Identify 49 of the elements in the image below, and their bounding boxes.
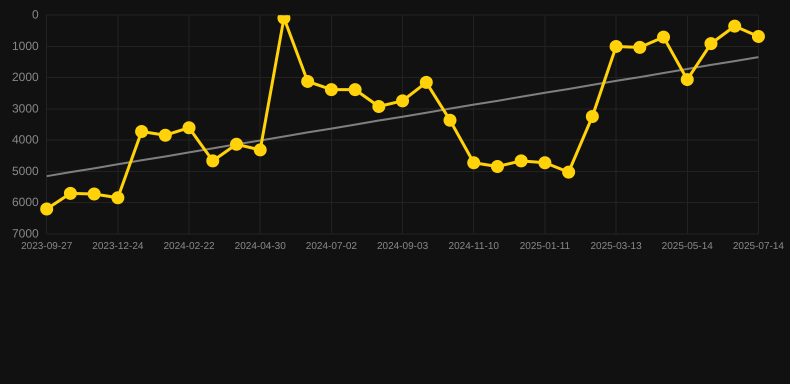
point [206,154,220,168]
point [158,128,172,142]
y-tick-label: 4000 [12,132,40,147]
point [657,30,670,44]
point [301,74,314,88]
point [728,20,742,33]
y-tick-label: 5000 [12,164,40,178]
x-tick-label: 2023-09-27 [21,240,73,252]
point [490,160,504,173]
x-tick-label: 2025-03-13 [590,240,642,252]
point [467,156,480,170]
point [538,156,552,170]
point [752,30,765,43]
x-tick-label: 2025-01-11 [520,240,571,252]
x-tick-label: 2023-12-24 [92,240,144,252]
point [514,154,528,168]
point [372,100,386,113]
point [135,124,148,138]
point [586,110,599,123]
x-tick-label: 2024-02-22 [163,240,216,252]
x-tick-label: 2024-07-02 [306,240,358,252]
y-tick-label: 0 [32,8,40,22]
point [254,143,267,156]
point [111,191,124,204]
x-tick-label: 2024-04-30 [234,240,286,252]
y-tick-label: 2000 [12,70,40,84]
point [680,73,694,86]
point [230,138,243,151]
y-tick-label: 1000 [12,38,40,53]
x-tick-label: 2025-05-14 [662,240,714,252]
point [324,83,338,96]
point [444,114,457,127]
y-tick-label: 6000 [12,195,40,210]
point [704,37,718,50]
x-tick-label: 2025-07-14 [732,240,784,252]
y-tick-label: 3000 [12,101,40,116]
point [562,166,576,179]
point [64,186,77,200]
point [182,121,196,134]
point [40,202,54,216]
point [348,83,362,96]
point [88,187,101,200]
y-tick-label: 7000 [12,226,40,240]
point [610,40,623,53]
point [420,76,433,89]
x-tick-label: 2024-11-10 [448,240,500,252]
point [633,40,646,54]
x-tick-label: 2024-09-03 [376,240,429,252]
point [396,94,410,108]
